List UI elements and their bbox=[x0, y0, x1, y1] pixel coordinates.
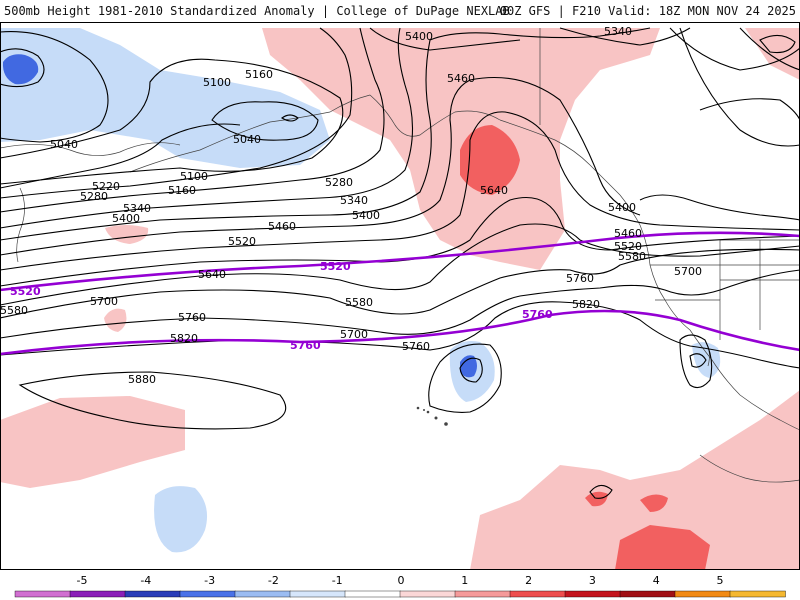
colorbar-swatches bbox=[14, 590, 786, 598]
positive-anomaly-se-core3 bbox=[585, 491, 608, 507]
colorbar-swatch bbox=[399, 590, 456, 598]
contour-label: 5760 bbox=[402, 340, 430, 353]
colorbar-tick-label: -4 bbox=[140, 574, 151, 587]
positive-anomaly-se-core bbox=[615, 525, 710, 570]
contour-label: 5340 bbox=[123, 202, 151, 215]
colorbar-swatch bbox=[619, 590, 676, 598]
colorbar-swatch bbox=[14, 590, 71, 598]
contour-label: 5700 bbox=[90, 295, 118, 308]
highlight-label: 5520 bbox=[320, 260, 351, 273]
colorbar-tick-label: 0 bbox=[398, 574, 405, 587]
anomaly-shading bbox=[0, 28, 800, 570]
contour-label: 5460 bbox=[614, 227, 642, 240]
positive-anomaly-core bbox=[460, 125, 520, 195]
negative-anomaly-core-west bbox=[2, 54, 39, 85]
islands bbox=[416, 406, 448, 426]
contour-label: 5040 bbox=[233, 133, 261, 146]
colorbar-tick-label: 3 bbox=[589, 574, 596, 587]
contour-label: 5160 bbox=[168, 184, 196, 197]
positive-anomaly-se-core2 bbox=[640, 494, 668, 512]
highlight-label: 5760 bbox=[290, 339, 321, 352]
colorbar-swatch bbox=[69, 590, 126, 598]
contour-label: 5340 bbox=[340, 194, 368, 207]
coastlines bbox=[0, 28, 800, 499]
colorbar-swatch bbox=[124, 590, 181, 598]
highlight-label: 5520 bbox=[10, 285, 41, 298]
colorbar-tick-label: -5 bbox=[77, 574, 88, 587]
colorbar-swatch bbox=[674, 590, 731, 598]
contour-label: 5100 bbox=[203, 76, 231, 89]
contour-label: 5700 bbox=[674, 265, 702, 278]
colorbar-tick-label: 1 bbox=[461, 574, 468, 587]
colorbar-swatch bbox=[234, 590, 291, 598]
anomaly-map: 5040 5040 5100 5100 5160 5160 5220 5280 … bbox=[0, 22, 800, 570]
positive-anomaly-sw bbox=[0, 396, 185, 488]
colorbar-tick-label: 2 bbox=[525, 574, 532, 587]
contour-label: 5280 bbox=[325, 176, 353, 189]
contour-label: 5580 bbox=[618, 250, 646, 263]
highlight-contours bbox=[0, 231, 800, 356]
contour-label: 5520 bbox=[614, 240, 642, 253]
positive-anomaly-canada bbox=[745, 28, 800, 80]
height-contours bbox=[0, 27, 800, 499]
contour-label: 5760 bbox=[566, 272, 594, 285]
colorbar: -5 -4 -3 -2 -1 0 1 2 3 4 5 bbox=[14, 574, 786, 598]
contour-label: 5400 bbox=[112, 212, 140, 225]
contour-label: 5280 bbox=[80, 190, 108, 203]
contour-label: 5460 bbox=[268, 220, 296, 233]
contour-label: 5340 bbox=[604, 25, 632, 38]
contour-label: 5580 bbox=[0, 304, 28, 317]
contour-label: 5040 bbox=[50, 138, 78, 151]
contour-label: 5520 bbox=[228, 235, 256, 248]
colorbar-tick-label: 5 bbox=[717, 574, 724, 587]
colorbar-swatch bbox=[564, 590, 621, 598]
positive-anomaly-se bbox=[470, 390, 800, 570]
contour-5760-highlight bbox=[0, 309, 800, 356]
contour-label: 5100 bbox=[180, 170, 208, 183]
contour-label: 5640 bbox=[198, 268, 226, 281]
contour-label: 5400 bbox=[608, 201, 636, 214]
negative-anomaly-aleutian bbox=[0, 28, 330, 168]
contour-label: 5700 bbox=[340, 328, 368, 341]
highlight-labels: 5520 5520 5760 5760 bbox=[10, 260, 553, 352]
colorbar-swatch bbox=[344, 590, 401, 598]
colorbar-tick-label: 4 bbox=[653, 574, 660, 587]
negative-anomaly-cutoff-core bbox=[460, 355, 477, 378]
colorbar-swatch bbox=[509, 590, 566, 598]
contour-label: 5580 bbox=[345, 296, 373, 309]
positive-anomaly-small-w2 bbox=[104, 308, 127, 332]
colorbar-tick-label: -2 bbox=[268, 574, 279, 587]
contour-5520-highlight bbox=[0, 231, 800, 292]
run-valid-time: 00Z GFS | F210 Valid: 18Z MON NOV 24 202… bbox=[499, 4, 796, 18]
negative-anomaly-south bbox=[154, 486, 208, 553]
contour-label: 5880 bbox=[128, 373, 156, 386]
contour-label: 5820 bbox=[572, 298, 600, 311]
contour-label: 5400 bbox=[405, 30, 433, 43]
contour-label: 5460 bbox=[447, 72, 475, 85]
contour-label: 5400 bbox=[352, 209, 380, 222]
contour-label: 5220 bbox=[92, 180, 120, 193]
highlight-label: 5760 bbox=[522, 308, 553, 321]
positive-anomaly-small-west bbox=[105, 225, 149, 244]
colorbar-ticks: -5 -4 -3 -2 -1 0 1 2 3 4 5 bbox=[77, 574, 724, 587]
map-title: 500mb Height 1981-2010 Standardized Anom… bbox=[4, 4, 510, 18]
colorbar-tick-label: -1 bbox=[332, 574, 343, 587]
contour-label: 5640 bbox=[480, 184, 508, 197]
contour-label: 5760 bbox=[178, 311, 206, 324]
colorbar-tick-label: -3 bbox=[204, 574, 215, 587]
colorbar-swatch bbox=[289, 590, 346, 598]
title-bar: 500mb Height 1981-2010 Standardized Anom… bbox=[0, 0, 800, 22]
colorbar-swatch bbox=[179, 590, 236, 598]
contour-labels: 5040 5040 5100 5100 5160 5160 5220 5280 … bbox=[0, 25, 702, 386]
contour-label: 5820 bbox=[170, 332, 198, 345]
contour-label: 5160 bbox=[245, 68, 273, 81]
colorbar-swatch bbox=[454, 590, 511, 598]
colorbar-swatch bbox=[729, 590, 786, 598]
